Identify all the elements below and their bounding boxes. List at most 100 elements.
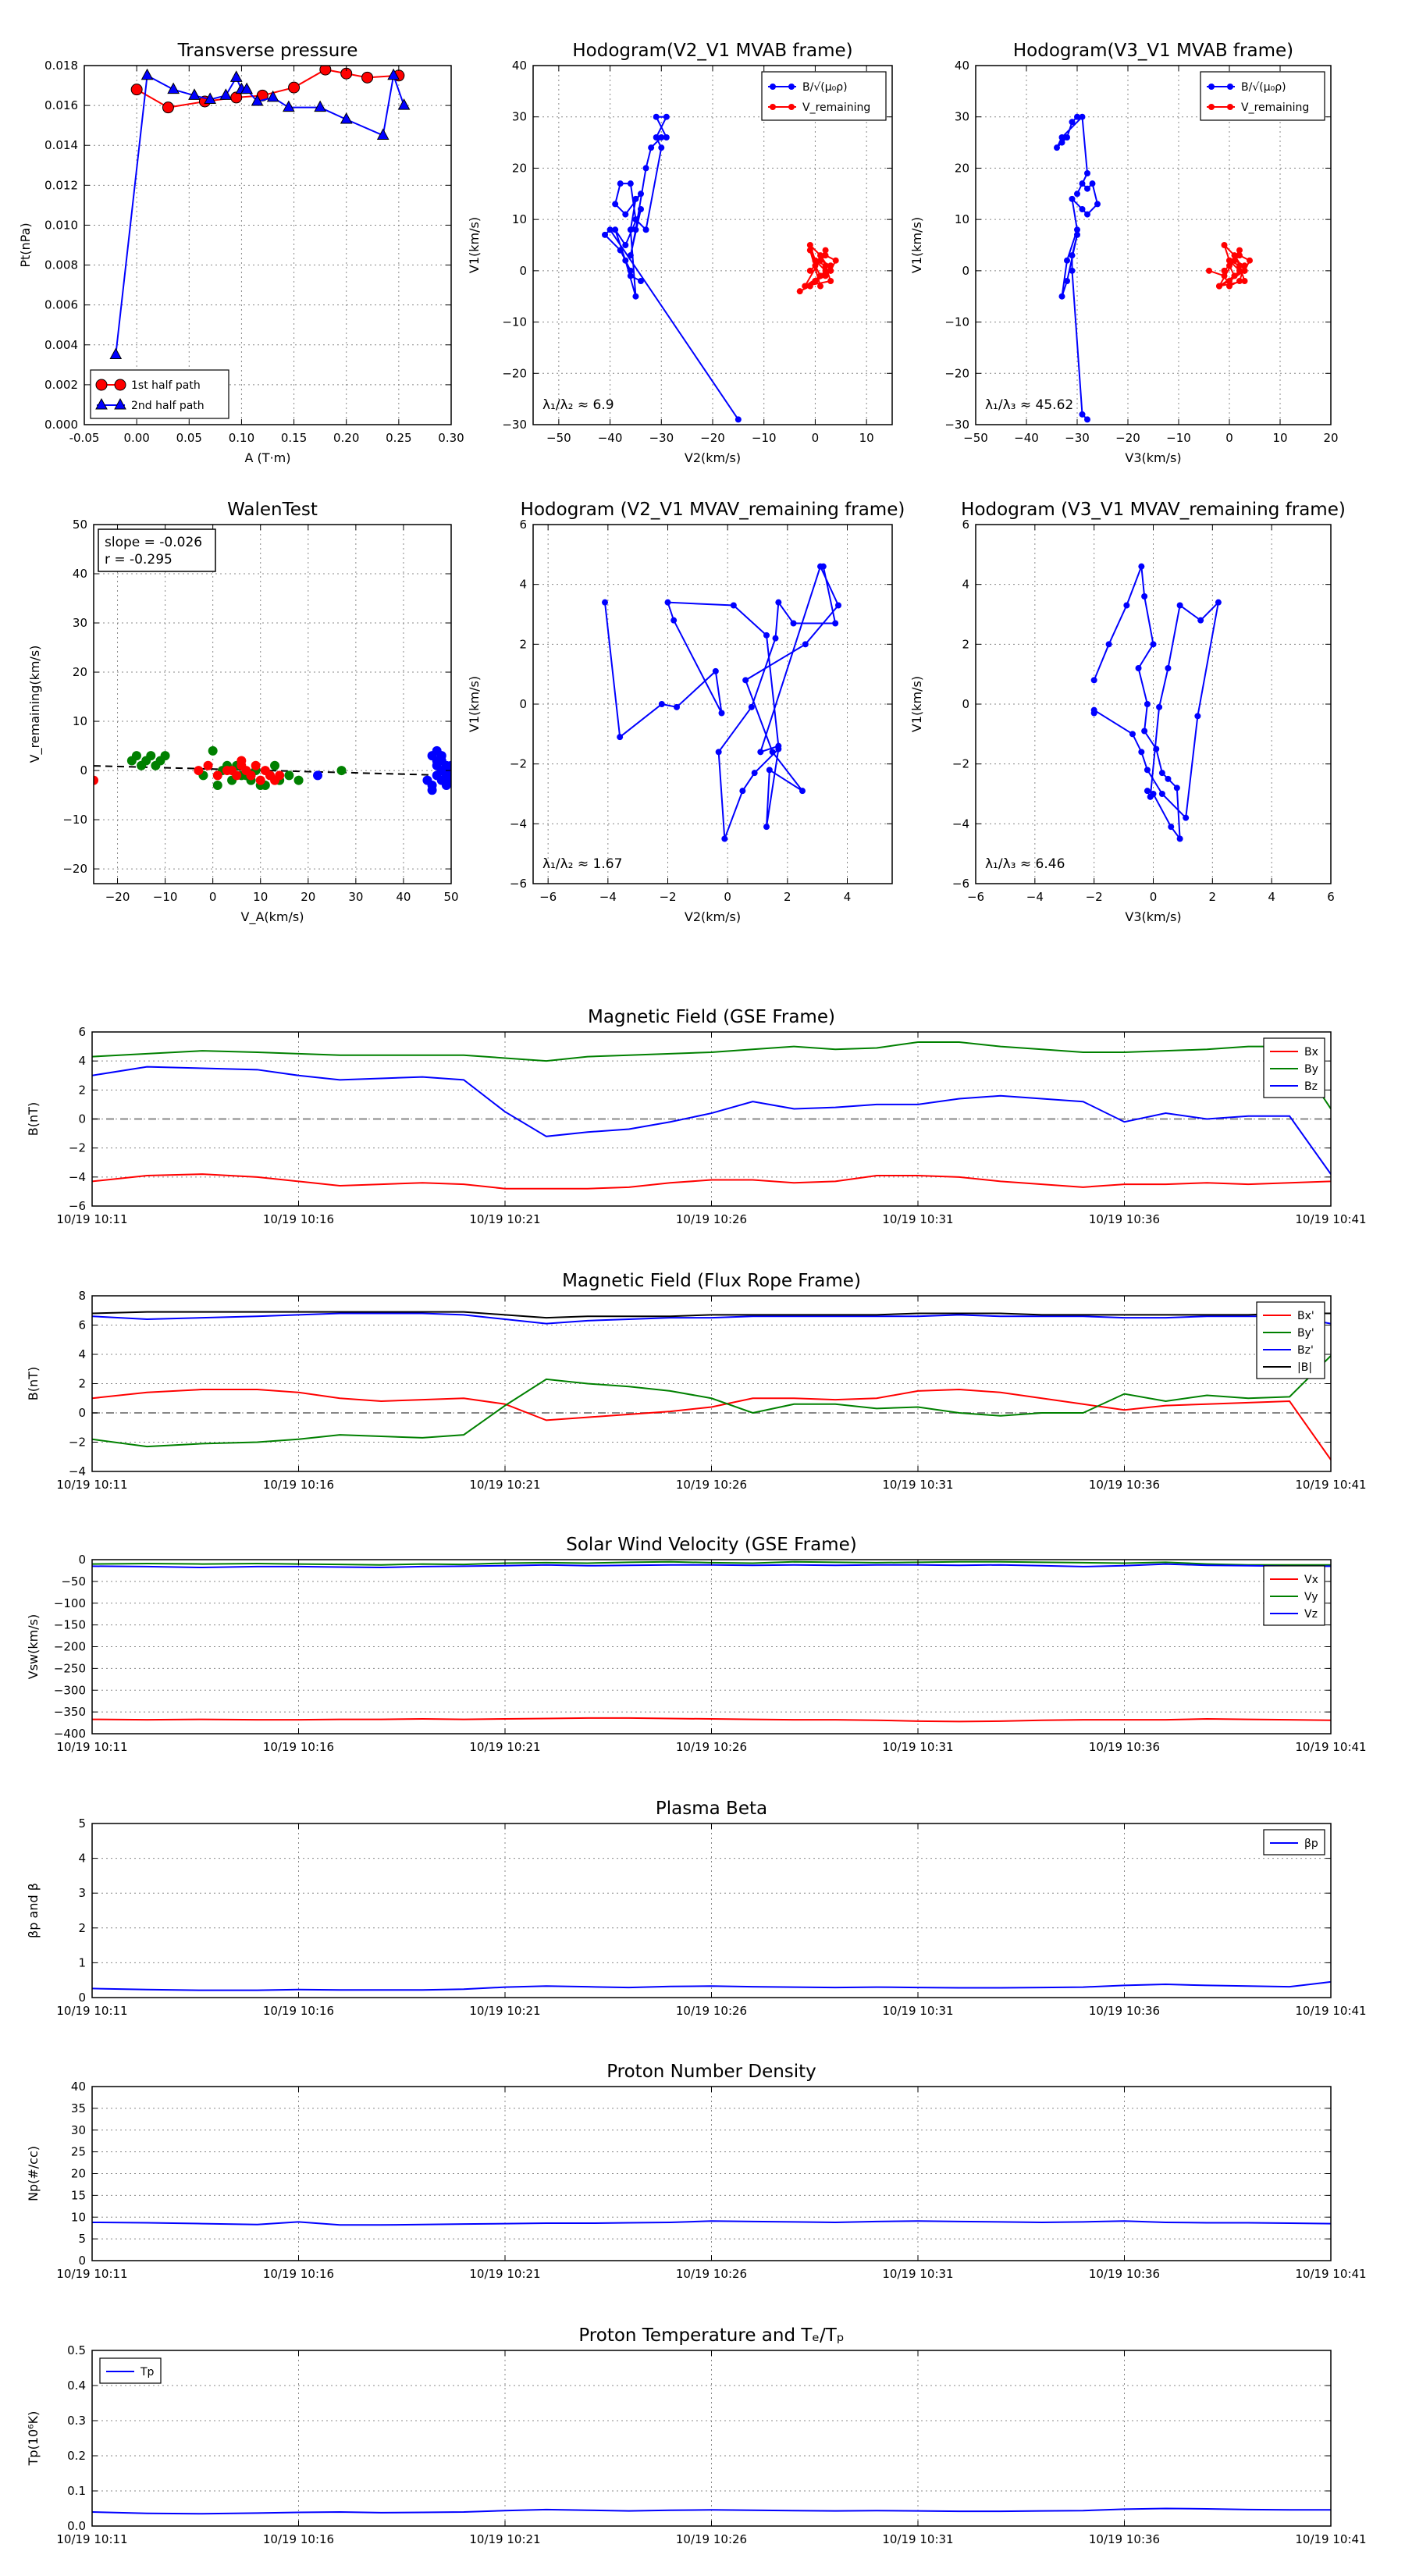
series-bx--line [92,1388,1331,1461]
y-tick-label: 15 [71,2188,86,2202]
x-tick-label: 10/19 10:21 [469,2532,540,2546]
x-tick-label: 50 [443,890,458,904]
chart-title: Hodogram(V2_V1 MVAB frame) [572,41,852,61]
legend-marker [770,104,776,110]
data-point [822,272,829,279]
y-tick-label: 4 [962,578,969,592]
ticks: −6 −4 −2 0 2 4 −6 −4 −2 0 2 4 6 [510,518,892,904]
y-tick-label: 5 [78,2232,86,2246]
grid [533,525,892,884]
data-point [827,278,834,284]
y-tick-label: 1 [78,1955,86,1969]
y-tick-label: 4 [519,578,527,592]
series-bx-line [92,1173,1331,1190]
eigen-ratio-annotation: λ₁/λ₂ ≈ 6.9 [542,397,614,413]
data-point [1236,267,1243,274]
data-point [1231,257,1238,264]
y-tick-label: 0.3 [67,2414,86,2428]
y-tick-label: 0 [519,697,527,711]
data-point [822,267,829,274]
data-point [812,278,819,284]
y-tick-label: −4 [69,1464,86,1478]
data-point [606,226,614,233]
series-group [1090,563,1222,842]
y-tick-label: 0.2 [67,2449,86,2463]
x-tick-label: 20 [1323,431,1338,445]
x-tick-label: −50 [963,431,988,445]
series-group [92,1560,1331,1723]
data-point [1153,745,1160,753]
eigen-ratio-annotation: λ₁/λ₃ ≈ 6.46 [985,856,1065,872]
data-point [1084,170,1090,176]
y-tick-label: 0.1 [67,2484,86,2498]
data-point [219,88,233,100]
series-group [92,1311,1331,1461]
y-tick-label: −350 [54,1705,86,1719]
chart-title: Proton Temperature and Tₑ/Tₚ [578,2325,844,2346]
data-point [817,252,823,259]
y-tick-label: −2 [69,1436,86,1450]
y-tick-label: −30 [502,418,527,432]
data-point [806,242,813,248]
data-point [1231,272,1238,279]
data-point [812,262,819,269]
series-group [92,1980,1331,1991]
x-tick-label: 10/19 10:36 [1089,1478,1160,1492]
legend-box [90,369,229,419]
y-tick-label: 0.002 [44,378,78,392]
legend-marker [114,397,126,410]
x-tick-label: −20 [105,890,130,904]
legend-marker [114,379,126,391]
data-point [622,211,629,218]
x-tick-label: 0.20 [333,431,359,445]
data-point [432,745,442,756]
series--b--line [92,1311,1331,1319]
y-axis-label: βp and β [26,1883,41,1938]
data-point [237,760,247,770]
x-tick-label: 10/19 10:36 [1089,2532,1160,2546]
data-point [1079,206,1086,212]
data-point [627,252,634,259]
data-point [227,766,237,776]
data-point [772,635,779,642]
legend: βp [1263,1829,1325,1856]
data-point [627,226,634,233]
data-point [602,231,608,238]
data-point [1226,278,1232,284]
data-point [1138,563,1145,570]
data-point [1176,602,1183,609]
chart-title: Proton Number Density [606,2062,816,2082]
y-tick-label: 5 [78,1816,86,1831]
data-point [446,760,451,770]
y-tick-label: 20 [73,665,87,679]
y-tick-label: −10 [944,315,969,329]
x-tick-label: 0.25 [386,431,411,445]
y-axis-label: B(nT) [26,1367,41,1400]
y-tick-label: 40 [71,2080,86,2094]
y-tick-label: 35 [71,2101,86,2115]
x-axis-label: V2(km/s) [685,909,741,924]
x-tick-label: 10/19 10:16 [263,1212,334,1226]
data-point [270,760,280,770]
x-tick-label: 10/19 10:41 [1295,2004,1366,2018]
eigen-ratio-annotation: λ₁/λ₃ ≈ 45.62 [985,397,1073,413]
data-point [1069,195,1076,202]
data-point [1221,242,1228,248]
data-point [1236,278,1243,284]
y-tick-label: 0.012 [44,178,78,192]
y-tick-label: 2 [78,1921,86,1935]
data-point [1058,134,1065,141]
series-vy-line [92,1560,1331,1566]
series-bz-line [92,1066,1331,1175]
data-point [283,100,295,112]
legend-label: Vx [1304,1574,1318,1586]
x-tick-label: −40 [1014,431,1039,445]
data-point [802,283,809,290]
data-point [1144,701,1151,707]
data-point [748,703,755,710]
x-axis-label: V2(km/s) [685,450,741,465]
data-point [1176,835,1183,842]
x-tick-label: 10/19 10:11 [56,2267,127,2281]
y-tick-label: 8 [78,1289,86,1303]
y-tick-label: −10 [502,315,527,329]
